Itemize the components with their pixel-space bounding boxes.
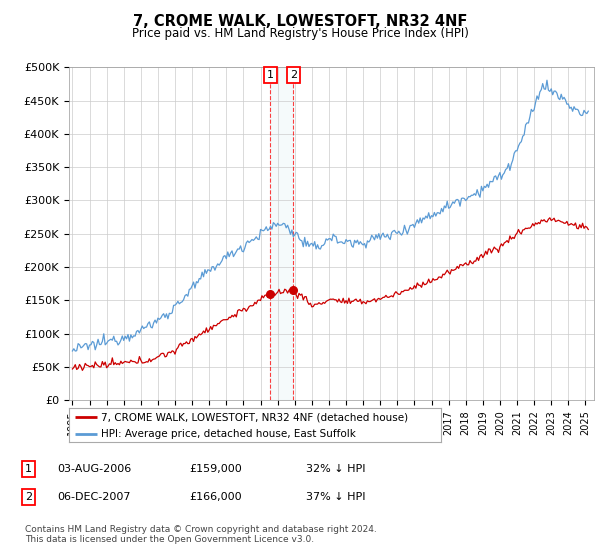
Text: £166,000: £166,000	[189, 492, 242, 502]
Bar	[271, 67, 293, 400]
Text: 37% ↓ HPI: 37% ↓ HPI	[306, 492, 365, 502]
Text: 7, CROME WALK, LOWESTOFT, NR32 4NF: 7, CROME WALK, LOWESTOFT, NR32 4NF	[133, 14, 467, 29]
Text: Price paid vs. HM Land Registry's House Price Index (HPI): Price paid vs. HM Land Registry's House …	[131, 27, 469, 40]
Text: £159,000: £159,000	[189, 464, 242, 474]
Text: 1: 1	[25, 464, 32, 474]
Text: 2: 2	[290, 70, 297, 80]
Text: 03-AUG-2006: 03-AUG-2006	[57, 464, 131, 474]
Text: 2: 2	[25, 492, 32, 502]
Text: 32% ↓ HPI: 32% ↓ HPI	[306, 464, 365, 474]
Text: Contains HM Land Registry data © Crown copyright and database right 2024.
This d: Contains HM Land Registry data © Crown c…	[25, 525, 377, 544]
Text: 06-DEC-2007: 06-DEC-2007	[57, 492, 131, 502]
Text: 1: 1	[267, 70, 274, 80]
Text: 7, CROME WALK, LOWESTOFT, NR32 4NF (detached house): 7, CROME WALK, LOWESTOFT, NR32 4NF (deta…	[101, 412, 408, 422]
Text: HPI: Average price, detached house, East Suffolk: HPI: Average price, detached house, East…	[101, 429, 355, 438]
